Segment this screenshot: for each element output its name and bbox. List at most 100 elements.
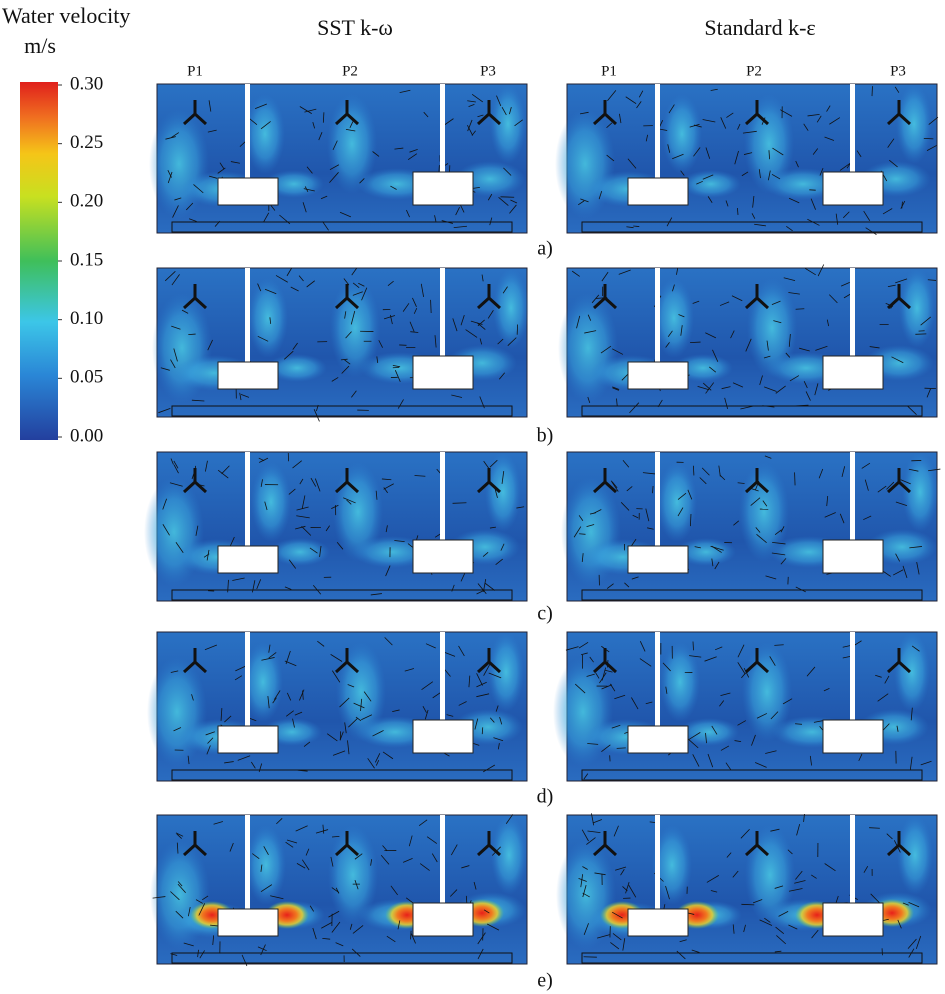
flow-region bbox=[894, 632, 930, 712]
impeller bbox=[823, 903, 883, 936]
tick-label: 0.05 bbox=[70, 367, 103, 388]
flow-region bbox=[662, 94, 702, 174]
velocity-panel bbox=[555, 84, 938, 235]
flow-region bbox=[660, 642, 700, 722]
flow-region bbox=[657, 462, 697, 542]
impeller bbox=[413, 720, 473, 753]
point-label: P2 bbox=[342, 63, 358, 79]
impeller bbox=[218, 178, 278, 205]
flow-region bbox=[330, 278, 380, 378]
shaft bbox=[850, 632, 855, 720]
flow-region bbox=[681, 170, 741, 198]
flow-arrow bbox=[795, 472, 796, 485]
velocity-panel bbox=[561, 452, 940, 601]
panel-label: e) bbox=[537, 970, 553, 992]
flow-region bbox=[739, 462, 789, 562]
velocity-panel bbox=[558, 265, 937, 417]
flow-arrow bbox=[453, 503, 467, 504]
figure: Water velocity m/s SST k-ω Standard k-ε … bbox=[0, 0, 945, 994]
flow-arrow bbox=[924, 138, 934, 139]
velocity-panel bbox=[150, 814, 527, 966]
shaft bbox=[440, 632, 445, 720]
flow-region bbox=[742, 642, 792, 742]
impeller bbox=[628, 726, 688, 753]
impeller bbox=[218, 546, 278, 573]
flow-region bbox=[328, 825, 378, 925]
panel-label: c) bbox=[537, 603, 553, 625]
tick-label: 0.00 bbox=[70, 425, 103, 446]
velocity-panel bbox=[556, 813, 937, 964]
point-label: P1 bbox=[601, 63, 617, 79]
point-label: P2 bbox=[746, 63, 762, 79]
shaft bbox=[655, 632, 660, 726]
shaft bbox=[440, 815, 445, 903]
flow-arrow bbox=[411, 931, 412, 940]
point-label: P1 bbox=[187, 63, 203, 79]
impeller bbox=[628, 178, 688, 205]
flow-region bbox=[488, 632, 524, 712]
flow-arrow bbox=[741, 904, 754, 905]
flow-region bbox=[246, 825, 286, 905]
flow-region bbox=[327, 94, 377, 194]
panel-label: d) bbox=[537, 786, 554, 808]
column-title: SST k-ω bbox=[317, 15, 393, 40]
impeller bbox=[823, 172, 883, 205]
shaft bbox=[245, 452, 250, 546]
flow-region bbox=[902, 452, 938, 532]
flow-region bbox=[896, 84, 932, 164]
flow-region bbox=[897, 815, 933, 895]
tick-label: 0.20 bbox=[70, 191, 103, 212]
tick-label: 0.25 bbox=[70, 132, 103, 153]
velocity-panel bbox=[152, 268, 529, 421]
flow-arrow bbox=[796, 309, 805, 310]
legend-title: Water velocity bbox=[2, 3, 130, 28]
shaft bbox=[655, 84, 660, 178]
shaft bbox=[245, 268, 250, 362]
shaft bbox=[850, 84, 855, 172]
flow-arrow bbox=[693, 641, 694, 650]
impeller bbox=[628, 546, 688, 573]
impeller bbox=[823, 356, 883, 389]
flow-arrow bbox=[579, 534, 585, 535]
flow-region bbox=[333, 462, 383, 562]
tick-label: 0.15 bbox=[70, 249, 103, 270]
flow-arrow bbox=[693, 466, 694, 476]
velocity-panel bbox=[553, 632, 937, 781]
impeller bbox=[823, 720, 883, 753]
shaft bbox=[655, 452, 660, 546]
flow-region bbox=[245, 94, 285, 174]
flow-region bbox=[490, 84, 526, 164]
flow-region bbox=[745, 825, 795, 925]
panel-label: a) bbox=[537, 238, 553, 260]
column-title: Standard k-ε bbox=[704, 15, 815, 40]
colorbar bbox=[20, 82, 58, 440]
shaft bbox=[440, 268, 445, 356]
flow-region bbox=[270, 538, 330, 566]
shaft bbox=[245, 632, 250, 726]
shaft bbox=[850, 452, 855, 540]
flow-region bbox=[251, 462, 291, 542]
flow-region bbox=[485, 452, 521, 532]
impeller bbox=[218, 909, 278, 936]
shaft bbox=[245, 815, 250, 909]
impeller bbox=[413, 356, 473, 389]
impeller bbox=[823, 540, 883, 573]
impeller bbox=[628, 909, 688, 936]
point-label: P3 bbox=[890, 63, 906, 79]
shaft bbox=[655, 268, 660, 362]
panel-label: b) bbox=[537, 425, 554, 447]
flow-arrow bbox=[633, 226, 639, 227]
flow-arrow bbox=[869, 828, 880, 829]
impeller bbox=[218, 726, 278, 753]
point-label: P3 bbox=[480, 63, 496, 79]
legend-unit: m/s bbox=[24, 33, 56, 58]
tick-label: 0.10 bbox=[70, 308, 103, 329]
shaft bbox=[850, 268, 855, 356]
shaft bbox=[850, 815, 855, 903]
impeller bbox=[628, 362, 688, 389]
shaft bbox=[655, 815, 660, 909]
impeller bbox=[413, 540, 473, 573]
impeller bbox=[413, 903, 473, 936]
velocity-panel bbox=[144, 452, 527, 601]
shaft bbox=[440, 84, 445, 172]
